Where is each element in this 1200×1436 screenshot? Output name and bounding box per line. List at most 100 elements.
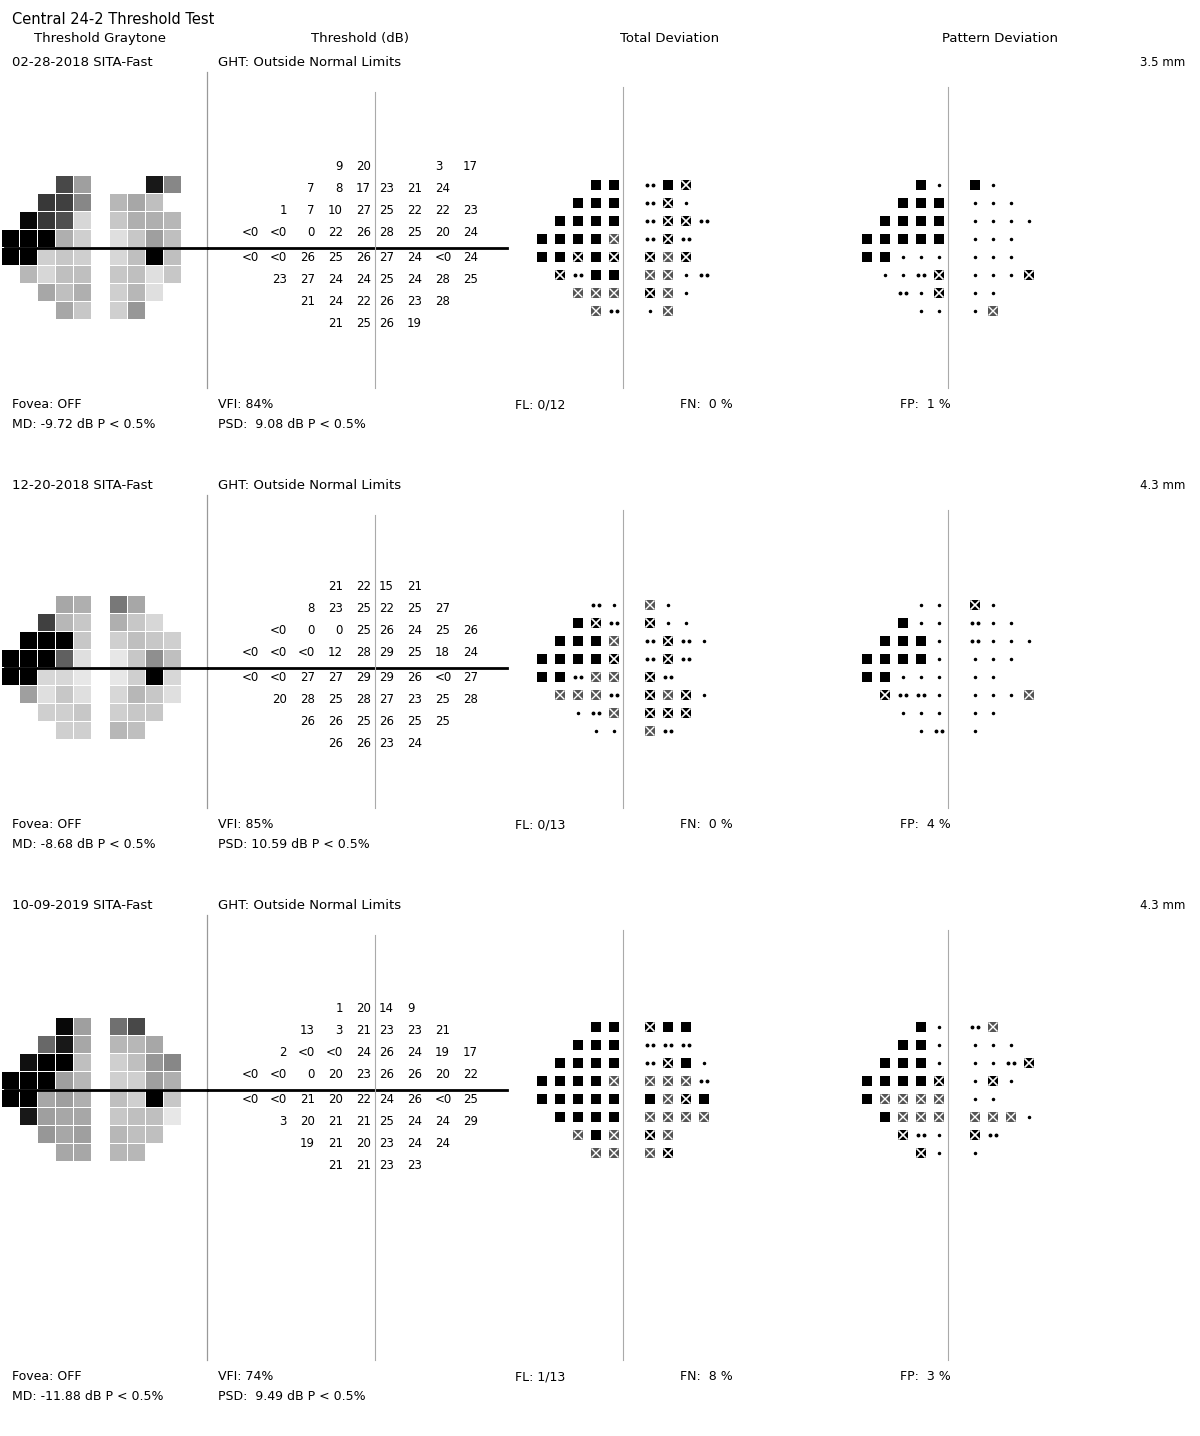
Bar bbox=[74, 722, 91, 740]
Bar bbox=[56, 1035, 73, 1053]
Text: 28: 28 bbox=[463, 694, 478, 707]
Bar bbox=[898, 1058, 908, 1068]
Text: Central 24-2 Threshold Test: Central 24-2 Threshold Test bbox=[12, 11, 215, 27]
Bar bbox=[128, 1090, 145, 1107]
Bar bbox=[592, 1111, 601, 1122]
Bar bbox=[592, 251, 601, 261]
Text: Threshold Graytone: Threshold Graytone bbox=[34, 32, 166, 45]
Text: 20: 20 bbox=[356, 159, 371, 172]
Bar bbox=[74, 1090, 91, 1107]
Bar bbox=[38, 213, 55, 228]
Text: 26: 26 bbox=[328, 715, 343, 728]
Bar bbox=[20, 230, 37, 247]
Bar bbox=[662, 708, 673, 718]
Text: 26: 26 bbox=[379, 1045, 394, 1058]
Bar bbox=[74, 1109, 91, 1124]
Text: 23: 23 bbox=[379, 182, 394, 195]
Text: 26: 26 bbox=[356, 251, 371, 264]
Bar bbox=[662, 215, 673, 225]
Bar bbox=[554, 653, 565, 663]
Text: 19: 19 bbox=[300, 1137, 314, 1150]
Bar bbox=[146, 704, 163, 721]
Text: 26: 26 bbox=[379, 715, 394, 728]
Bar bbox=[38, 1090, 55, 1107]
Text: 27: 27 bbox=[379, 251, 394, 264]
Bar bbox=[164, 668, 181, 685]
Bar bbox=[662, 198, 673, 208]
Bar bbox=[164, 177, 181, 192]
Text: 26: 26 bbox=[407, 1068, 422, 1081]
Text: VFI: 84%: VFI: 84% bbox=[218, 398, 274, 411]
Bar bbox=[110, 266, 127, 283]
Bar bbox=[646, 617, 655, 628]
Bar bbox=[610, 198, 619, 208]
Text: FP:  1 %: FP: 1 % bbox=[900, 398, 950, 411]
Text: Total Deviation: Total Deviation bbox=[620, 32, 720, 45]
Text: 24: 24 bbox=[328, 294, 343, 307]
Bar bbox=[916, 198, 926, 208]
Text: 25: 25 bbox=[328, 251, 343, 264]
Bar bbox=[682, 1058, 691, 1068]
Text: 23: 23 bbox=[463, 204, 478, 217]
Bar bbox=[146, 248, 163, 266]
Text: 19: 19 bbox=[407, 317, 422, 330]
Bar bbox=[164, 1054, 181, 1071]
Text: Fovea: OFF: Fovea: OFF bbox=[12, 1370, 82, 1383]
Bar bbox=[682, 1094, 691, 1104]
Bar bbox=[110, 1054, 127, 1071]
Text: 10: 10 bbox=[328, 204, 343, 217]
Bar bbox=[164, 632, 181, 649]
Text: FP:  4 %: FP: 4 % bbox=[900, 819, 950, 831]
Bar bbox=[646, 600, 655, 610]
Bar bbox=[610, 270, 619, 280]
Bar bbox=[128, 668, 145, 685]
Bar bbox=[916, 1040, 926, 1050]
Text: 24: 24 bbox=[356, 1045, 371, 1058]
Text: 25: 25 bbox=[407, 715, 422, 728]
Bar bbox=[698, 1094, 709, 1104]
Bar bbox=[592, 234, 601, 244]
Bar bbox=[38, 632, 55, 649]
Bar bbox=[146, 1109, 163, 1124]
Bar bbox=[610, 1058, 619, 1068]
Bar bbox=[610, 215, 619, 225]
Bar bbox=[538, 1094, 547, 1104]
Bar bbox=[110, 722, 127, 740]
Text: 10-09-2019 SITA-Fast: 10-09-2019 SITA-Fast bbox=[12, 899, 152, 912]
Bar bbox=[56, 1144, 73, 1160]
Bar bbox=[20, 266, 37, 283]
Bar bbox=[128, 704, 145, 721]
Text: 25: 25 bbox=[379, 204, 394, 217]
Text: 26: 26 bbox=[356, 737, 371, 750]
Bar bbox=[538, 1076, 547, 1086]
Text: 24: 24 bbox=[407, 1137, 422, 1150]
Bar bbox=[554, 1094, 565, 1104]
Bar bbox=[898, 636, 908, 646]
Bar bbox=[916, 1147, 926, 1157]
Text: 20: 20 bbox=[300, 1114, 314, 1129]
Text: MD: -11.88 dB P < 0.5%: MD: -11.88 dB P < 0.5% bbox=[12, 1390, 163, 1403]
Bar bbox=[74, 651, 91, 666]
Bar bbox=[56, 266, 73, 283]
Text: 12: 12 bbox=[328, 646, 343, 659]
Bar bbox=[574, 198, 583, 208]
Bar bbox=[146, 651, 163, 666]
Bar bbox=[74, 213, 91, 228]
Bar bbox=[146, 668, 163, 685]
Bar bbox=[74, 194, 91, 211]
Bar bbox=[128, 230, 145, 247]
Text: 2: 2 bbox=[280, 1045, 287, 1058]
Bar bbox=[110, 194, 127, 211]
Bar bbox=[862, 251, 872, 261]
Text: 21: 21 bbox=[300, 1093, 314, 1106]
Text: GHT: Outside Normal Limits: GHT: Outside Normal Limits bbox=[218, 480, 401, 493]
Bar bbox=[56, 668, 73, 685]
Text: 25: 25 bbox=[356, 715, 371, 728]
Text: <0: <0 bbox=[270, 225, 287, 238]
Bar bbox=[610, 708, 619, 718]
Text: PSD: 10.59 dB P < 0.5%: PSD: 10.59 dB P < 0.5% bbox=[218, 839, 370, 852]
Bar bbox=[2, 651, 19, 666]
Text: 22: 22 bbox=[328, 225, 343, 238]
Text: 23: 23 bbox=[272, 273, 287, 286]
Bar bbox=[38, 1035, 55, 1053]
